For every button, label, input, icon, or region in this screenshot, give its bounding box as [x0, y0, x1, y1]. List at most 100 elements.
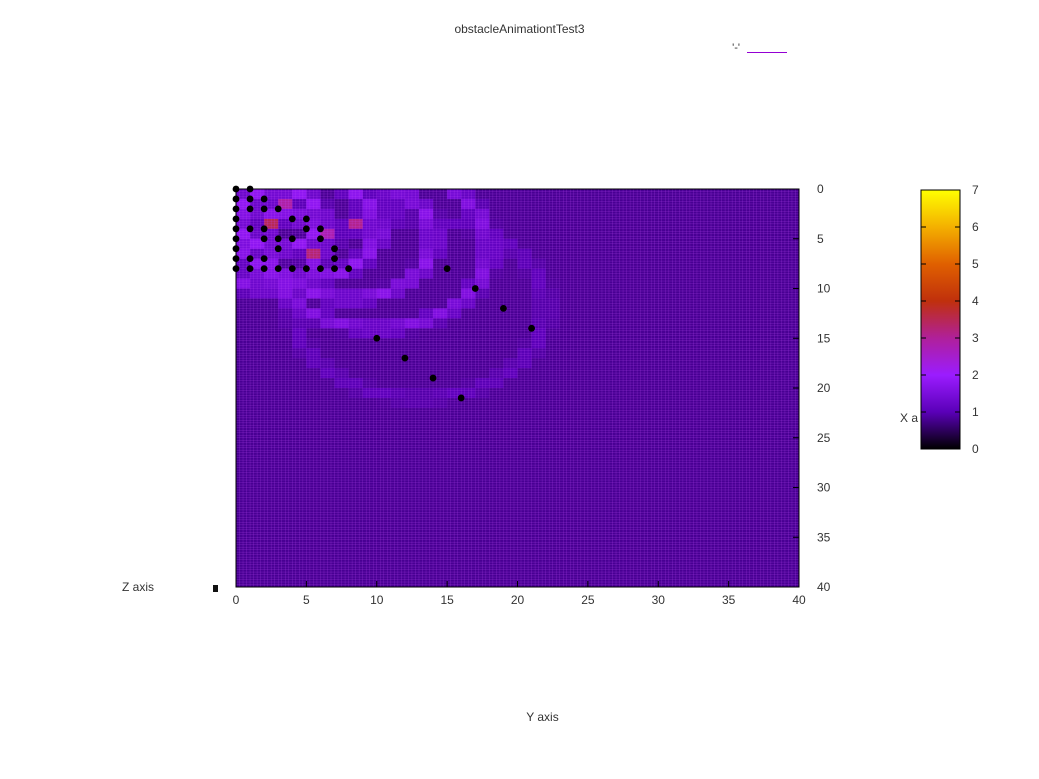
- heatmap-cell: [503, 487, 518, 498]
- heatmap-cell: [278, 238, 293, 250]
- colorbar-tick-label: 7: [972, 183, 979, 197]
- heatmap-cell: [784, 298, 800, 309]
- heatmap-cell: [714, 238, 730, 250]
- heatmap-cell: [686, 557, 701, 568]
- heatmap-cell: [644, 348, 659, 359]
- heatmap-cell: [376, 477, 392, 488]
- heatmap-cell: [531, 467, 547, 478]
- heatmap-cell: [390, 288, 406, 299]
- heatmap-cell: [418, 497, 434, 508]
- heatmap-cell: [531, 228, 547, 240]
- heatmap-cell: [616, 557, 631, 568]
- heatmap-cell: [756, 358, 772, 369]
- heatmap-cell: [404, 248, 420, 260]
- heatmap-cell: [700, 358, 715, 369]
- heatmap-cell: [489, 338, 504, 349]
- heatmap-cell: [770, 557, 786, 568]
- heatmap-cell: [686, 577, 701, 588]
- heatmap-cell: [770, 537, 786, 548]
- heatmap-cell: [770, 318, 786, 329]
- heatmap-cell: [264, 388, 279, 399]
- heatmap-cell: [770, 189, 786, 200]
- heatmap-cell: [461, 497, 476, 508]
- heatmap-cell: [573, 507, 589, 518]
- heatmap-cell: [545, 477, 561, 488]
- heatmap-cell: [236, 487, 251, 498]
- heatmap-cell: [644, 228, 659, 240]
- heatmap-cell: [601, 228, 617, 240]
- heatmap-cell: [404, 507, 420, 518]
- colorbar-tick-label: 2: [972, 368, 979, 382]
- heatmap-cell: [348, 427, 364, 439]
- heatmap-cell: [728, 338, 744, 349]
- heatmap-cell: [630, 427, 645, 439]
- heatmap-cell: [418, 208, 434, 220]
- heatmap-cell: [658, 427, 673, 439]
- heatmap-cell: [742, 198, 758, 210]
- heatmap-cell: [475, 527, 490, 538]
- heatmap-cell: [616, 218, 631, 230]
- heatmap-cell: [475, 368, 490, 379]
- heatmap-cell: [686, 497, 701, 508]
- heatmap-cell: [503, 238, 518, 250]
- heatmap-cell: [433, 358, 448, 369]
- heatmap-cell: [404, 547, 420, 558]
- heatmap-cell: [447, 427, 462, 439]
- heatmap-cell: [742, 388, 758, 399]
- heatmap-cell: [742, 268, 758, 279]
- heatmap-cell: [278, 388, 293, 399]
- heatmap-cell: [686, 368, 701, 379]
- heatmap-cell: [362, 298, 378, 309]
- heatmap-cell: [362, 537, 378, 548]
- heatmap-cell: [559, 567, 575, 578]
- heatmap-cell: [236, 258, 251, 269]
- heatmap-cell: [573, 308, 589, 319]
- heatmap-cell: [700, 507, 715, 518]
- heatmap-cell: [475, 328, 490, 339]
- heatmap-cell: [447, 189, 462, 200]
- heatmap-cell: [489, 467, 504, 478]
- heatmap-cell: [616, 368, 631, 379]
- heatmap-cell: [306, 248, 321, 260]
- heatmap-cell: [236, 507, 251, 518]
- heatmap-cell: [630, 447, 645, 459]
- heatmap-cell: [320, 487, 335, 498]
- heatmap-cell: [672, 477, 687, 488]
- heatmap-cell: [447, 467, 462, 478]
- heatmap-cell: [742, 288, 758, 299]
- heatmap-cell: [644, 417, 659, 429]
- heatmap-cell: [559, 218, 575, 230]
- heatmap-cell: [475, 198, 490, 210]
- heatmap-cell: [587, 388, 603, 399]
- heatmap-cell: [658, 238, 673, 250]
- heatmap-cell: [559, 228, 575, 240]
- heatmap-cell: [236, 298, 251, 309]
- heatmap-cell: [770, 288, 786, 299]
- heatmap-cell: [587, 218, 603, 230]
- heatmap-cell: [545, 388, 561, 399]
- heatmap-cell: [770, 527, 786, 538]
- heatmap-cell: [320, 318, 335, 329]
- heatmap-cell: [264, 557, 279, 568]
- heatmap-cell: [404, 328, 420, 339]
- heatmap-cell: [686, 288, 701, 299]
- heatmap-cell: [784, 517, 800, 528]
- heatmap-cell: [658, 577, 673, 588]
- heatmap-cell: [390, 457, 406, 468]
- heatmap-cell: [489, 447, 504, 459]
- heatmap-cell: [728, 268, 744, 279]
- heatmap-cell: [475, 457, 490, 468]
- heatmap-cell: [320, 527, 335, 538]
- heatmap-cell: [250, 278, 265, 289]
- heatmap-cell: [390, 427, 406, 439]
- heatmap-cell: [756, 447, 772, 459]
- heatmap-cell: [700, 238, 715, 250]
- heatmap-cell: [658, 527, 673, 538]
- heatmap-cell: [644, 378, 659, 389]
- heatmap-cell: [630, 308, 645, 319]
- heatmap-cell: [292, 278, 307, 289]
- heatmap-cell: [770, 328, 786, 339]
- heatmap-cell: [489, 577, 504, 588]
- heatmap-cell: [573, 477, 589, 488]
- heatmap-cell: [489, 278, 504, 289]
